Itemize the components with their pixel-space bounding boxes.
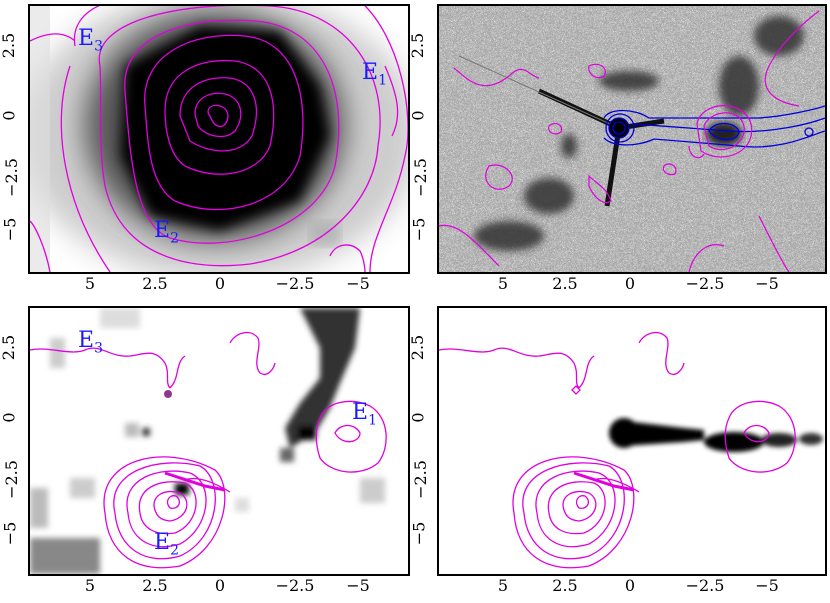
x-tick-label: 0: [624, 576, 636, 595]
x-tick-label: 0: [214, 576, 226, 595]
label-e3: E3: [78, 328, 103, 357]
label-e2: E2: [154, 218, 179, 247]
image-frame: [437, 4, 827, 274]
y-tick-label: −2.5: [1, 460, 21, 499]
x-tick-label: 2.5: [142, 576, 168, 595]
image-frame: E3 E1 E2: [28, 306, 410, 576]
image-frame: [437, 306, 827, 576]
label-e1: E1: [362, 60, 387, 89]
y-tick-label: 2.5: [408, 334, 428, 361]
x-tick-label: 5: [84, 274, 96, 293]
greyscale-image-with-contours: [30, 308, 408, 574]
x-tick-label: 2.5: [552, 274, 578, 293]
panel-top-right: 2.5 0 −2.5 −5 5 2.5 0 −2.5 −5: [408, 0, 830, 300]
label-e3: E3: [78, 26, 103, 55]
greyscale-image-with-contours: [439, 6, 825, 272]
x-tick-label: −5: [755, 274, 779, 293]
x-tick-label: −2.5: [275, 576, 315, 595]
x-tick-label: 2.5: [142, 274, 168, 293]
y-tick-label: −2.5: [1, 158, 21, 197]
x-tick-label: 5: [497, 274, 509, 293]
y-tick-label: −5: [409, 217, 429, 242]
greyscale-image-with-contours: [439, 308, 825, 574]
x-tick-label: −2.5: [685, 274, 725, 293]
panel-bottom-right: 2.5 0 −2.5 −5 5 2.5 0 −2.5 −5: [408, 302, 830, 603]
y-tick-label: −5: [0, 521, 20, 546]
x-tick-label: −2.5: [685, 576, 725, 595]
y-tick-label: −2.5: [410, 460, 430, 499]
x-tick-label: −5: [755, 576, 779, 595]
x-tick-label: −5: [346, 274, 370, 293]
x-tick-label: 0: [214, 274, 226, 293]
x-tick-label: 5: [497, 576, 509, 595]
y-tick-label: 2.5: [0, 32, 19, 59]
y-tick-label: 0: [408, 412, 428, 423]
greyscale-image-with-contours: [30, 6, 408, 272]
y-tick-label: −5: [409, 521, 429, 546]
label-e2: E2: [154, 530, 179, 559]
image-frame: E3 E1 E2: [28, 4, 410, 274]
x-tick-label: 5: [84, 576, 96, 595]
panel-bottom-left: E3 E1 E2 2.5 0 −2.5 −5 5 2.5 0 −2.5 −5: [0, 302, 415, 603]
y-tick-label: 2.5: [408, 32, 428, 59]
y-tick-label: −5: [0, 217, 20, 242]
x-tick-label: 0: [624, 274, 636, 293]
y-tick-label: 0: [0, 110, 19, 121]
x-tick-label: 2.5: [552, 576, 578, 595]
panel-top-left: E3 E1 E2 2.5 0 −2.5 −5 5 2.5 0 −2.5 −5: [0, 0, 415, 300]
label-e1: E1: [352, 400, 377, 429]
x-tick-label: −2.5: [275, 274, 315, 293]
y-tick-label: 0: [0, 412, 19, 423]
y-tick-label: −2.5: [410, 158, 430, 197]
y-tick-label: 0: [408, 110, 428, 121]
y-tick-label: 2.5: [0, 334, 19, 361]
x-tick-label: −5: [346, 576, 370, 595]
